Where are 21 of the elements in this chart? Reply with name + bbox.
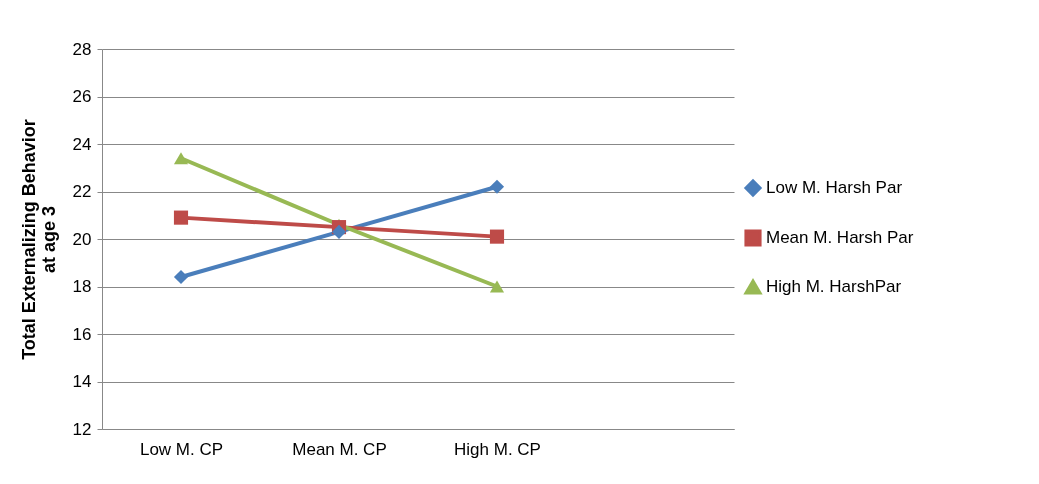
y-tick-label: 16 — [72, 324, 92, 344]
x-tick-label: Mean M. CP — [292, 439, 387, 459]
legend-label: High M. HarshPar — [766, 277, 902, 296]
y-tick-label: 22 — [72, 182, 92, 201]
point — [173, 269, 189, 285]
point — [173, 210, 189, 225]
y-tick-label: 24 — [72, 134, 92, 154]
y-tick-label: 26 — [72, 87, 92, 106]
y-tick-label: 14 — [72, 372, 92, 391]
y-tick-label: 12 — [72, 419, 92, 439]
y-tick-label: 28 — [72, 39, 92, 59]
y-tick-label: 20 — [72, 229, 92, 249]
point — [331, 224, 347, 239]
legend-label: Mean M. Harsh Par — [766, 228, 914, 247]
legend-label: Low M. Harsh Par — [766, 178, 903, 197]
x-tick-label: High M. CP — [454, 439, 541, 459]
point — [489, 179, 505, 194]
point — [489, 229, 505, 244]
y-axis-title: Total Externalizing Behavior at age 3 — [18, 119, 59, 360]
x-tick-label: Low M. CP — [139, 439, 224, 459]
y-tick-label: 18 — [72, 277, 92, 296]
